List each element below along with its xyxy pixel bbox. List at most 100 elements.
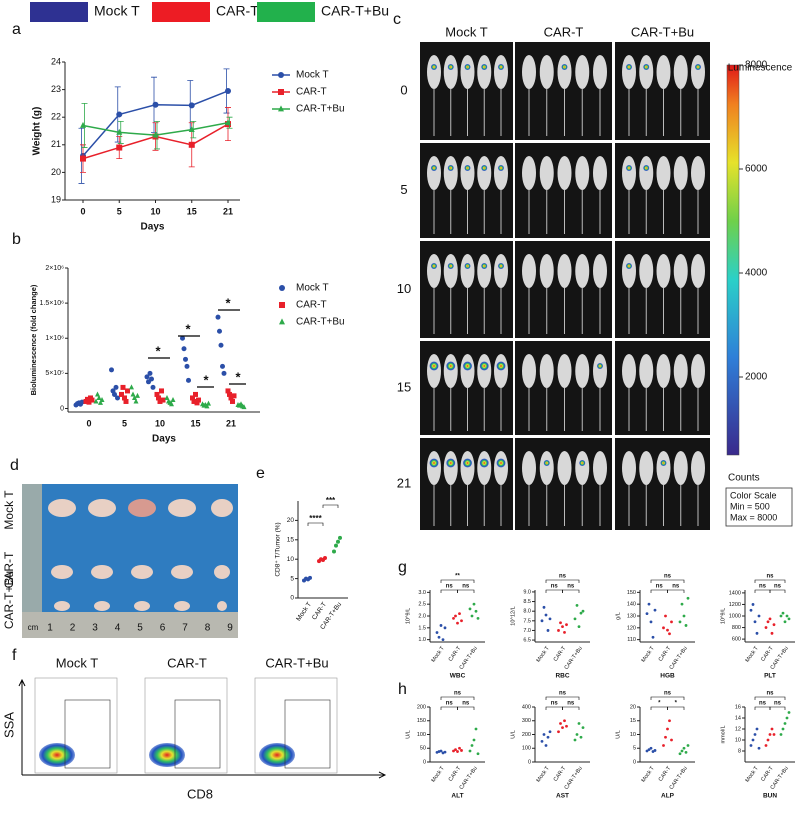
point <box>231 393 237 399</box>
y-tick-label: 20 <box>287 517 295 524</box>
point <box>666 727 669 731</box>
significance-label: ns <box>759 701 767 707</box>
significance-label: * <box>675 701 678 707</box>
significance-label: * <box>225 295 231 310</box>
panel-label: h <box>398 681 407 698</box>
ruler-number: 5 <box>137 623 143 634</box>
x-tick-label: 15 <box>187 206 197 216</box>
mouse <box>494 156 508 190</box>
point <box>113 384 119 390</box>
legend-label: Mock T <box>296 283 329 294</box>
mouse <box>575 55 590 89</box>
point <box>169 401 174 407</box>
x-tick-label: 15 <box>190 418 200 428</box>
point <box>682 614 686 618</box>
point <box>80 155 86 162</box>
mouse <box>539 451 554 485</box>
mouse <box>593 55 607 89</box>
significance-bracket <box>545 579 580 583</box>
significance-label: * <box>185 321 191 336</box>
y-tick-label: 100 <box>417 732 426 738</box>
significance-label: ns <box>559 691 567 697</box>
mouse <box>691 254 705 288</box>
significance-bracket <box>667 706 685 710</box>
ruler-number: 4 <box>115 623 121 634</box>
mouse <box>427 254 441 288</box>
significance-bracket <box>650 696 685 700</box>
significance-bracket <box>562 706 580 710</box>
y-axis-label: 10^12/L <box>510 606 516 625</box>
point <box>85 396 90 402</box>
legend-swatch <box>152 2 210 22</box>
point <box>579 735 583 739</box>
mouse <box>593 254 607 288</box>
point <box>112 391 117 397</box>
point <box>472 738 476 742</box>
point <box>563 719 566 723</box>
point <box>557 629 560 632</box>
y-arrow <box>18 678 26 775</box>
point <box>668 719 671 723</box>
point <box>783 620 787 624</box>
ruler-unit: cm <box>28 623 39 632</box>
legend-swatch <box>30 2 88 22</box>
point <box>757 614 761 618</box>
significance-label: ns <box>567 701 575 707</box>
point <box>334 543 338 548</box>
point <box>540 739 544 743</box>
y-tick-label: 1000 <box>729 613 741 619</box>
mouse <box>477 55 492 89</box>
point <box>135 392 140 398</box>
significance-label: ns <box>774 584 782 590</box>
point <box>753 620 757 624</box>
point <box>684 624 688 627</box>
scale-box-line: Max = 8000 <box>730 512 777 522</box>
significance-bracket <box>545 696 580 700</box>
point <box>164 394 170 400</box>
ruler-horizontal <box>22 612 238 638</box>
point <box>188 102 195 109</box>
signal <box>447 263 454 269</box>
significance-bracket <box>440 579 475 583</box>
point <box>772 733 776 736</box>
y-tick-label: 21 <box>51 139 61 149</box>
y-tick-label: 100 <box>522 746 531 752</box>
colorbar-tick-label: 4000 <box>745 268 768 279</box>
y-tick-label: 200 <box>417 704 426 710</box>
mouse <box>427 156 441 190</box>
significance-label: ns <box>559 574 567 580</box>
significance-bracket <box>440 696 475 700</box>
flow-density <box>149 743 185 767</box>
point <box>159 388 164 394</box>
y-tick-label: 20 <box>51 167 61 177</box>
point <box>458 746 461 750</box>
tumor <box>91 565 113 579</box>
point <box>468 749 472 753</box>
signal <box>464 165 471 171</box>
y-tick-label: 14 <box>735 715 741 721</box>
significance-bracket <box>754 579 786 583</box>
point <box>221 370 227 376</box>
point <box>542 605 546 609</box>
y-axis-label: U/L <box>615 730 621 739</box>
significance-label: ns <box>759 584 767 590</box>
point <box>575 733 579 736</box>
significance-label: ** <box>455 574 460 580</box>
significance-bracket <box>650 579 685 583</box>
point <box>561 726 564 730</box>
y-tick-label: 1200 <box>729 602 741 608</box>
point <box>230 398 235 404</box>
flow-y-label: SSA <box>1 712 16 738</box>
signal <box>579 460 586 466</box>
significance-bracket <box>307 522 324 526</box>
mouse <box>673 156 688 190</box>
point <box>770 727 774 731</box>
point <box>768 733 772 736</box>
y-tick-label: 8.5 <box>523 599 531 605</box>
signal <box>496 361 506 371</box>
y-tick-label: 15 <box>287 537 295 544</box>
point <box>779 733 783 736</box>
point <box>184 363 190 369</box>
flow-gate <box>64 699 111 769</box>
